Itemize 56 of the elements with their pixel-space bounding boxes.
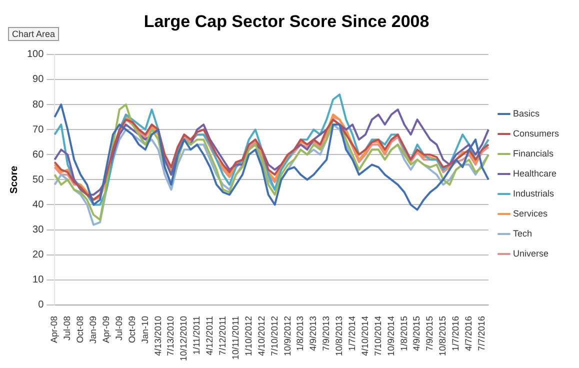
x-tick-label: 7/12/2011 [218,316,228,356]
x-tick-label: 10/8/2015 [438,316,448,356]
x-tick-label: 4/9/2013 [308,316,318,352]
x-tick-label: 1/10/2012 [243,316,254,356]
legend-label: Consumers [512,128,560,138]
legend-label: Tech [512,228,532,238]
y-tick-label: 30 [32,224,44,236]
x-tick-label: 7/10/2012 [269,316,280,356]
x-tick-label: 10/8/2013 [334,316,344,356]
x-tick-label: 1/8/2013 [295,316,306,352]
x-tick-label: 7/13/2010 [166,316,176,356]
legend-label: Financials [512,148,554,158]
y-tick-label: 60 [32,149,44,160]
x-tick-label: 7/7/2016 [476,316,486,352]
y-tick-label: 10 [32,274,44,286]
x-tick-label: 1/7/2014 [347,316,357,352]
x-tick-label: 4/7/2016 [464,316,474,352]
x-tick-label: 7/9/2013 [321,316,332,352]
legend-label: Basics [512,108,540,118]
y-tick-label: 90 [32,74,44,86]
x-tick-label: Apr-08 [49,316,60,343]
x-tick-label: 7/9/2015 [424,316,435,352]
x-tick-label: Apr-09 [100,316,111,343]
x-tick-label: 10/9/2014 [386,316,396,356]
x-tick-label: Oct-09 [126,316,137,343]
y-tick-label: 40 [32,199,44,210]
y-tick-label: 0 [38,300,44,311]
x-tick-label: 1/11/2011 [192,316,202,355]
x-tick-label: 10/9/2012 [282,316,292,356]
y-tick-label: 80 [32,99,44,110]
x-tick-label: Oct-08 [75,316,86,343]
x-tick-label: 4/9/2015 [412,316,422,352]
y-tick-label: 20 [32,250,44,261]
legend-label: Healthcare [512,168,557,178]
x-tick-label: 4/13/2010 [152,316,163,356]
x-tick-label: 7/10/2014 [372,316,383,356]
y-tick-label: 100 [26,49,44,60]
y-tick-label: 70 [32,124,44,136]
x-tick-label: 10/12/2010 [178,316,189,362]
text: Chart Area [8,27,60,41]
x-tick-label: Jan-09 [88,316,98,344]
x-tick-label: 1/8/2015 [398,316,409,352]
chart-title: Large Cap Sector Score Since 2008 [144,12,430,31]
x-tick-label: 4/12/2011 [204,316,215,356]
x-tick-label: 1/7/2016 [450,316,461,352]
x-tick-label: Jul-08 [62,316,72,340]
x-tick-label: Jan-10 [140,316,150,344]
x-tick-label: Jul-09 [114,316,124,340]
y-axis-title: Score [8,165,20,194]
y-tick-label: 50 [32,174,44,186]
x-tick-label: 10/11/2011 [230,316,240,360]
legend-label: Universe [512,248,548,258]
legend-label: Services [512,208,548,218]
legend-label: Industrials [512,188,555,198]
x-tick-label: 4/10/2012 [256,316,266,356]
x-tick-label: 4/10/2014 [360,316,370,356]
